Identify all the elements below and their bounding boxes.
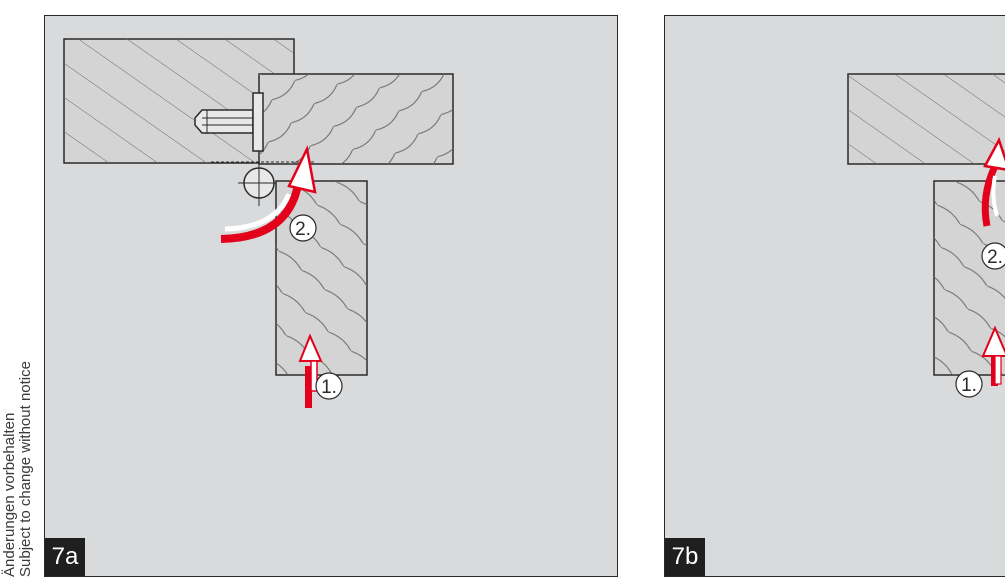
step-1-label: 1.: [961, 375, 977, 396]
step-2-badge: 2.: [289, 214, 317, 242]
arrow-step-1: [298, 333, 323, 408]
figure-label-7a: 7a: [45, 538, 85, 576]
change-notice: Änderungen vorbehalten Subject to change…: [1, 361, 34, 577]
arrow-step-2: [220, 145, 317, 243]
pivot-crosshair: [238, 162, 280, 206]
screw-pin: [194, 92, 264, 152]
figure-7a-panel: 1. 2. 7a: [44, 15, 618, 577]
step-1-label: 1.: [321, 377, 337, 398]
step-1-badge: 1.: [315, 372, 343, 400]
step-2-label: 2.: [987, 247, 1003, 268]
change-notice-de: Änderungen vorbehalten: [1, 412, 18, 577]
step-1-badge: 1.: [955, 370, 983, 398]
arrow-step-2: [981, 136, 1005, 227]
step-2-label: 2.: [295, 219, 311, 240]
lower-wood-block: [275, 180, 368, 376]
figure-7b-panel: 2. 1. 7b: [664, 15, 1005, 577]
door-wood-block: [258, 73, 454, 165]
top-wood-block: [847, 73, 1005, 165]
figure-7a-drawing: 1. 2.: [63, 38, 454, 408]
figure-label-7b: 7b: [665, 538, 705, 576]
step-2-badge: 2.: [981, 242, 1005, 270]
arrow-step-1: [981, 325, 1005, 386]
change-notice-en: Subject to change without notice: [17, 361, 34, 577]
figure-7b-drawing: 2. 1.: [847, 73, 1005, 398]
